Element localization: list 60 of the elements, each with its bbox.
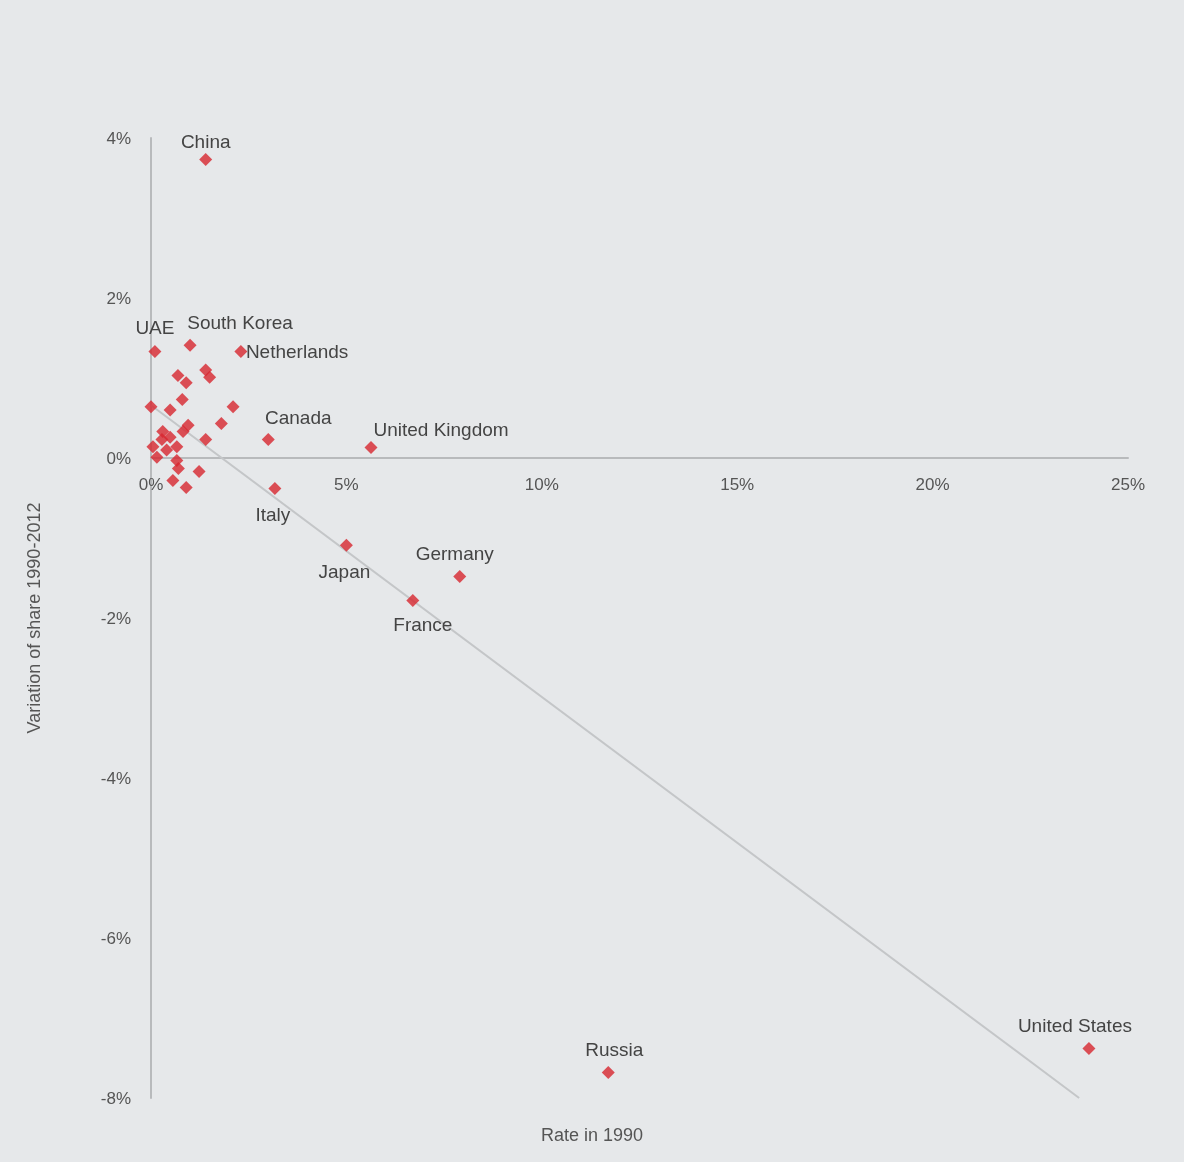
- point: [203, 370, 217, 384]
- point: [234, 345, 248, 359]
- point: [163, 403, 177, 417]
- point: [179, 481, 193, 495]
- point: [146, 440, 160, 454]
- point: [179, 376, 193, 390]
- point: [268, 481, 282, 495]
- annotation: United States: [1017, 1015, 1132, 1037]
- point: [156, 425, 170, 439]
- point: [163, 430, 177, 444]
- point: [171, 369, 185, 383]
- annotation: Japan: [318, 561, 371, 583]
- point: [406, 593, 420, 607]
- x-tick-label: 10%: [524, 475, 559, 494]
- point: [176, 425, 190, 439]
- y-axis-title: Variation of share 1990-2012: [24, 502, 44, 734]
- point: [199, 153, 213, 167]
- point: [214, 417, 228, 431]
- point: [150, 450, 164, 464]
- point: [453, 569, 467, 583]
- point: [166, 473, 180, 487]
- point: [261, 433, 275, 447]
- annotation: Germany: [415, 543, 495, 565]
- y-tick-label: -2%: [100, 608, 131, 628]
- point: [199, 433, 213, 447]
- x-tick-label: 5%: [334, 475, 359, 494]
- point: [1082, 1041, 1096, 1055]
- point: [181, 418, 195, 432]
- annotation: Russia: [585, 1039, 644, 1061]
- y-tick-label: 2%: [106, 288, 131, 308]
- annotation: Netherlands: [245, 341, 349, 363]
- x-tick-label: 25%: [1110, 475, 1146, 494]
- y-tick-label: -6%: [100, 928, 131, 948]
- annotation: China: [180, 130, 231, 152]
- point: [192, 465, 206, 479]
- point: [183, 338, 197, 352]
- point: [160, 443, 174, 457]
- x-tick-label: 20%: [915, 475, 950, 494]
- point: [339, 538, 353, 552]
- point: [364, 441, 378, 455]
- point: [148, 345, 162, 359]
- point: [170, 440, 184, 454]
- x-tick-label: 0%: [138, 475, 164, 494]
- annotation: France: [393, 614, 453, 636]
- annotation: UAE: [135, 316, 175, 338]
- point: [226, 400, 240, 414]
- point: [144, 400, 158, 414]
- point: [171, 461, 185, 475]
- y-tick-label: 0%: [106, 448, 131, 468]
- point: [175, 393, 189, 407]
- y-tick-label: -4%: [100, 768, 131, 788]
- x-axis-title: Rate in 1990: [540, 1125, 644, 1145]
- y-tick-label: -8%: [100, 1088, 131, 1108]
- annotation: South Korea: [187, 312, 294, 334]
- annotation: Canada: [264, 406, 332, 428]
- annotation: United Kingdom: [373, 418, 509, 440]
- point: [601, 1065, 615, 1079]
- y-tick-label: 4%: [106, 128, 131, 148]
- annotation: Italy: [255, 504, 291, 526]
- x-tick-label: 15%: [720, 475, 755, 494]
